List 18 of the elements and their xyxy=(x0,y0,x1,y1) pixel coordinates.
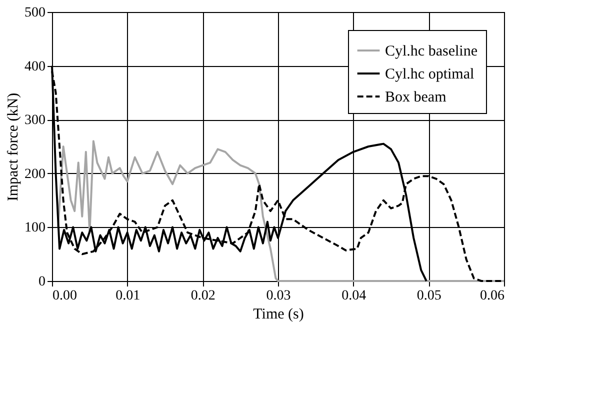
x-tick-label: 0.02 xyxy=(190,288,216,304)
y-tick-label: 400 xyxy=(24,59,46,74)
y-tick-label: 200 xyxy=(24,166,46,182)
x-tick-label: 0.03 xyxy=(266,288,291,304)
x-tick-label: 0.05 xyxy=(416,288,442,304)
x-tick-label: 0.04 xyxy=(342,288,366,304)
legend-label: Cyl.hc baseline xyxy=(385,44,478,60)
y-tick-label: 500 xyxy=(24,6,46,20)
y-tick-label: 100 xyxy=(24,220,46,236)
legend-label: Cyl.hc optimal xyxy=(385,66,474,82)
x-tick-label: 0.00 xyxy=(52,288,77,304)
y-axis-title: Impact force (kN) xyxy=(6,92,22,202)
y-tick-label: 0 xyxy=(38,274,46,290)
x-axis-title: Time (s) xyxy=(253,306,304,322)
x-tick-label: 0.06 xyxy=(480,288,504,304)
legend-label: Box beam xyxy=(385,90,447,106)
y-tick-label: 300 xyxy=(24,113,46,128)
x-tick-label: 0.01 xyxy=(116,288,140,304)
